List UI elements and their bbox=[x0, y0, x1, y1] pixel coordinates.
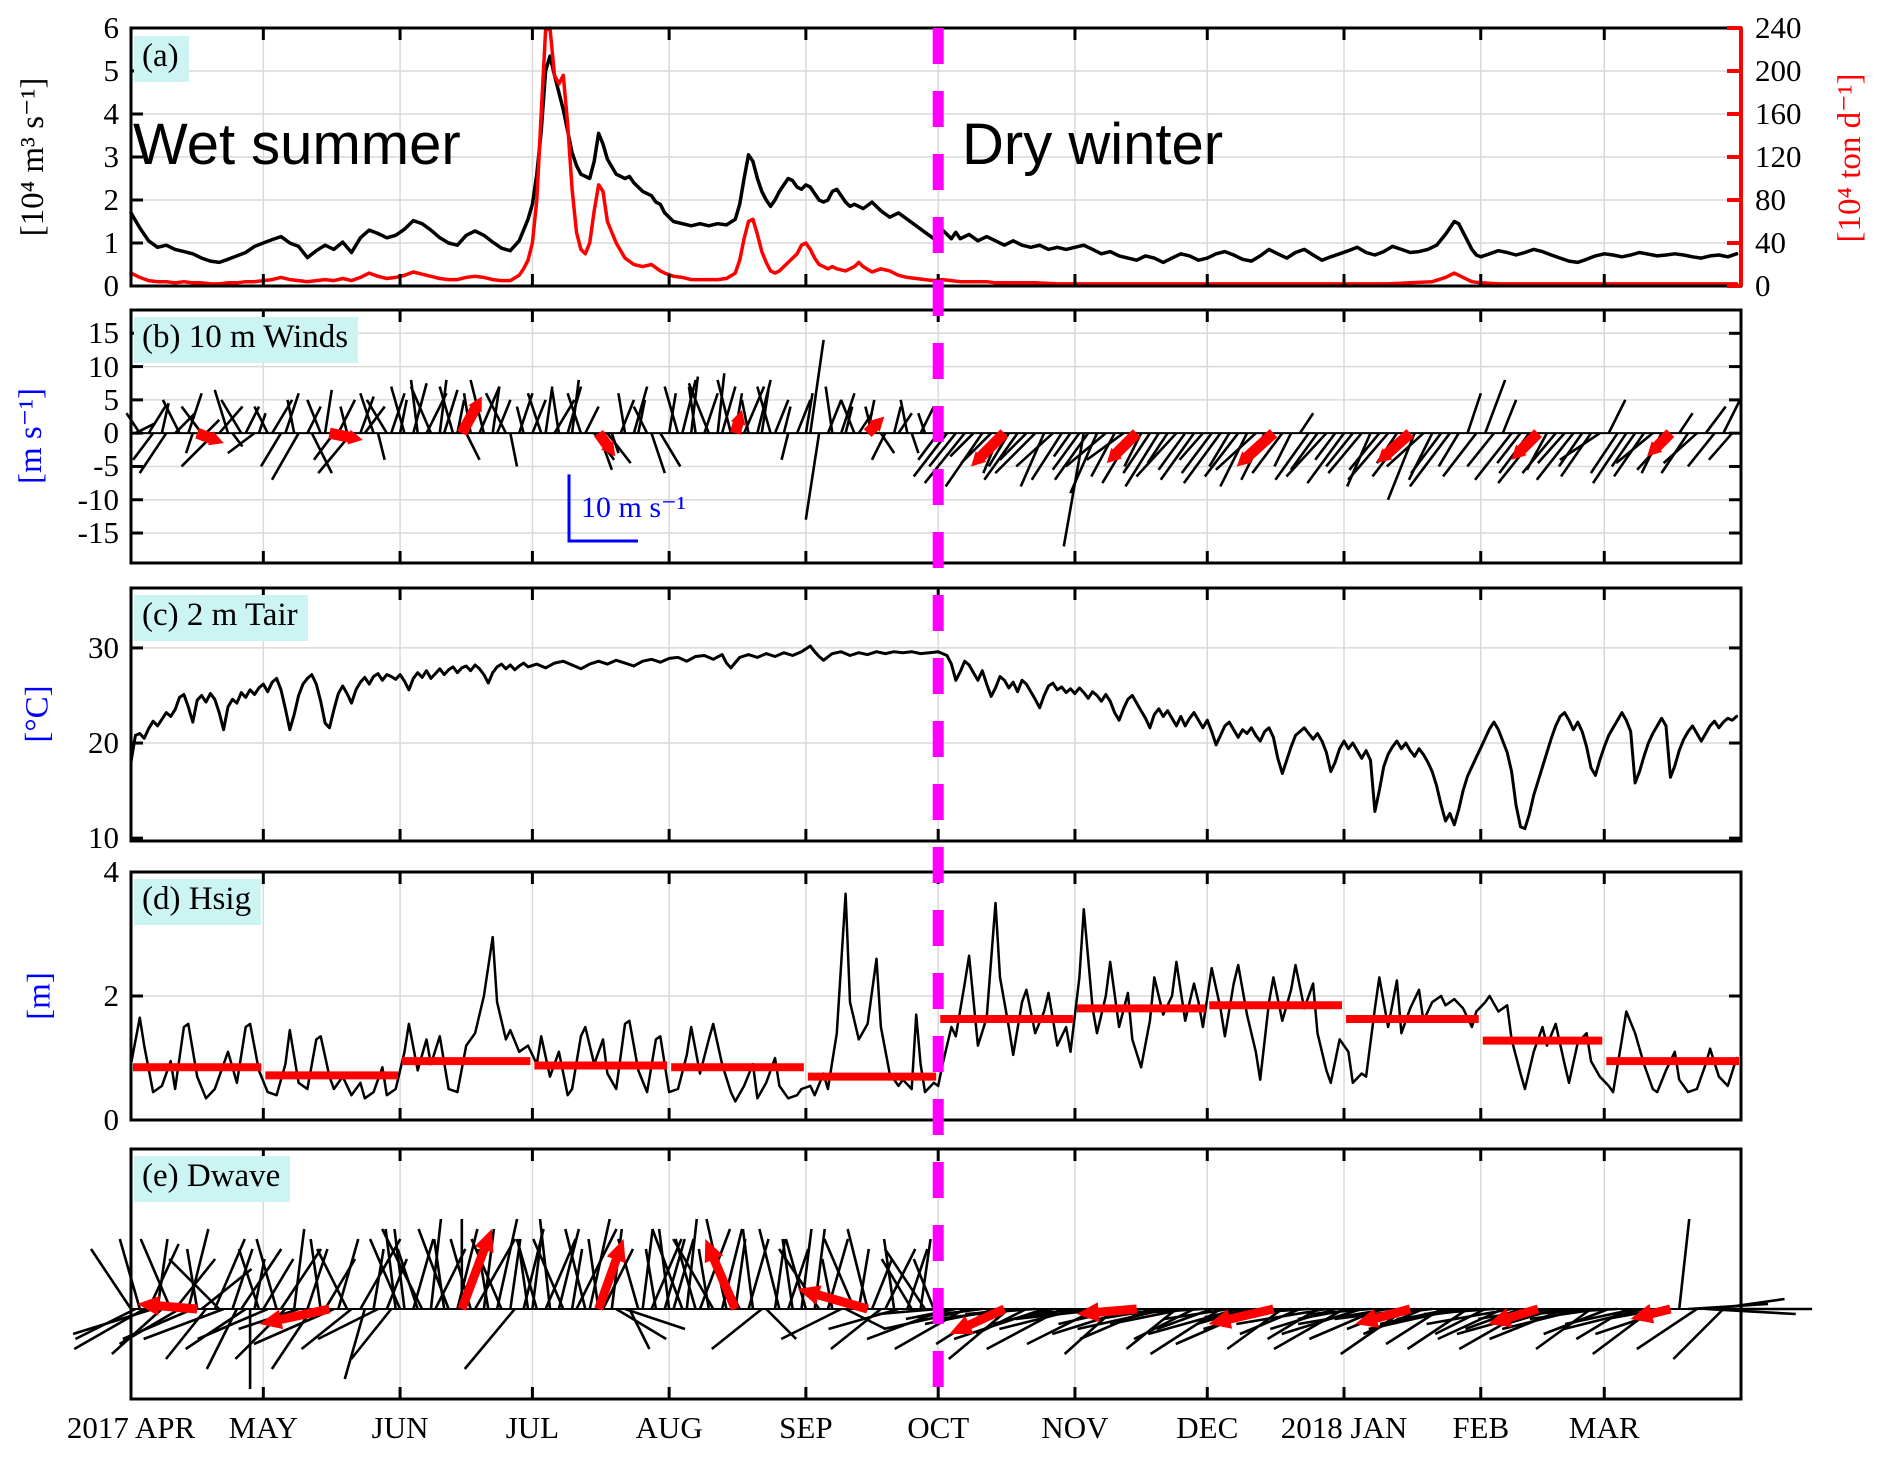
x-month-label: SEP bbox=[779, 1410, 833, 1445]
y-tick-label-b: 15 bbox=[88, 315, 119, 351]
x-month-label: FEB bbox=[1452, 1410, 1510, 1445]
y-tick-label-a: 3 bbox=[103, 139, 120, 174]
x-month-label: 2018 JAN bbox=[1280, 1410, 1408, 1445]
wind-scale-bar-label: 10 m s⁻¹ bbox=[581, 491, 686, 524]
y-tick-label-d: 0 bbox=[103, 1102, 120, 1137]
x-month-label: JUL bbox=[505, 1410, 560, 1445]
y2-tick-label-a: 0 bbox=[1755, 268, 1771, 303]
y-tick-label-c: 10 bbox=[88, 820, 119, 856]
panel-a-right-axis-label: [10⁴ ton d⁻¹] bbox=[1832, 73, 1868, 243]
panel-b-label: (b) 10 m Winds bbox=[134, 317, 359, 363]
y-tick-label-b: 5 bbox=[103, 381, 120, 417]
y-tick-label-a: 0 bbox=[103, 268, 120, 303]
y2-tick-label-a: 240 bbox=[1755, 10, 1802, 45]
dry-winter-annotation: Dry winter bbox=[962, 112, 1224, 177]
y2-tick-label-a: 200 bbox=[1755, 53, 1802, 88]
y2-tick-label-a: 160 bbox=[1755, 96, 1802, 131]
panel-e-label: (e) Dwave bbox=[134, 1156, 291, 1202]
y2-tick-label-a: 40 bbox=[1755, 225, 1786, 260]
panel-d-label: (d) Hsig bbox=[134, 879, 262, 925]
x-month-label: 2017 APR bbox=[66, 1410, 196, 1445]
x-month-label: JUN bbox=[371, 1410, 429, 1445]
y-tick-label-d: 4 bbox=[103, 854, 120, 889]
wet-summer-annotation: Wet summer bbox=[133, 112, 461, 177]
y-tick-label-a: 4 bbox=[103, 96, 120, 131]
y-tick-label-b: 10 bbox=[88, 348, 119, 384]
x-month-label: OCT bbox=[907, 1410, 970, 1445]
panel-a-label: (a) bbox=[134, 36, 189, 82]
y-tick-label-c: 20 bbox=[88, 725, 119, 761]
x-month-label: MAR bbox=[1568, 1410, 1640, 1445]
y-tick-label-b: -15 bbox=[77, 515, 119, 551]
y2-tick-label-a: 80 bbox=[1755, 182, 1786, 217]
y-tick-label-a: 2 bbox=[103, 182, 120, 217]
y2-tick-label-a: 120 bbox=[1755, 139, 1802, 174]
y-tick-label-a: 6 bbox=[103, 10, 120, 45]
x-month-label: NOV bbox=[1041, 1410, 1109, 1445]
y-tick-label-c: 30 bbox=[88, 629, 119, 665]
y-tick-label-b: 0 bbox=[103, 415, 120, 451]
x-month-label: MAY bbox=[228, 1410, 299, 1445]
y-tick-label-b: -5 bbox=[93, 448, 119, 484]
y-tick-label-a: 1 bbox=[103, 225, 120, 260]
y-tick-label-d: 2 bbox=[103, 978, 120, 1013]
x-month-label: DEC bbox=[1176, 1410, 1239, 1445]
y-tick-label-a: 5 bbox=[103, 53, 120, 88]
y-tick-label-b: -10 bbox=[77, 481, 119, 517]
x-month-label: AUG bbox=[635, 1410, 703, 1445]
panel-c-label: (c) 2 m Tair bbox=[134, 595, 308, 641]
